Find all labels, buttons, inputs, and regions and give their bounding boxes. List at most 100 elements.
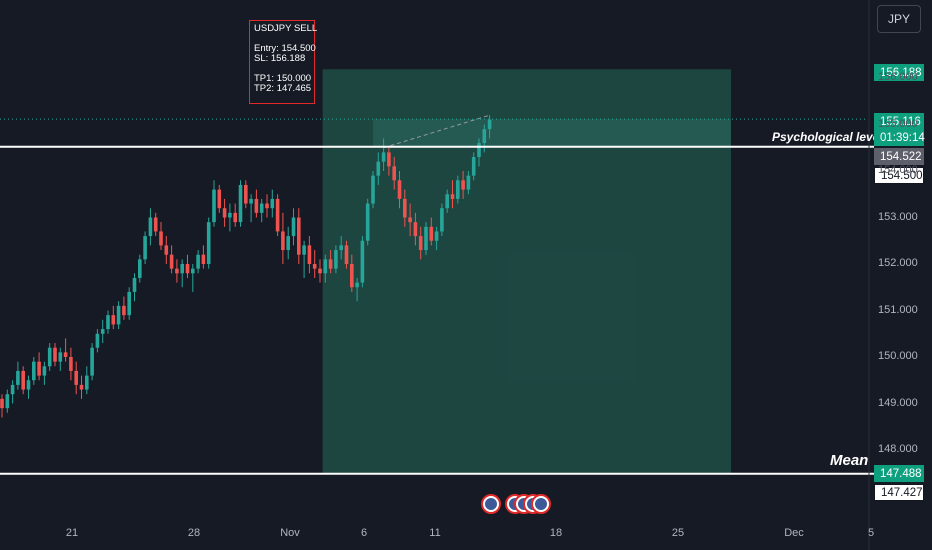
candle xyxy=(281,212,285,264)
candle-body xyxy=(90,347,94,376)
candle xyxy=(413,212,418,246)
candle-body xyxy=(387,152,391,167)
candle-body xyxy=(403,198,407,218)
candle xyxy=(487,115,492,139)
candle-body xyxy=(233,212,237,223)
candle-body xyxy=(259,203,264,213)
mean-label: Mean xyxy=(830,452,869,469)
candle-body xyxy=(47,347,52,367)
candle-body xyxy=(127,291,131,316)
trade-note: USDJPY SELL Entry: 154.500 SL: 156.188 T… xyxy=(249,20,318,104)
candle-body xyxy=(461,180,465,190)
trade-note-tp1: TP1: 150.000 xyxy=(254,72,312,84)
candle xyxy=(10,380,15,404)
candle xyxy=(365,198,370,246)
candle xyxy=(381,138,386,171)
candle-body xyxy=(312,264,317,269)
candle xyxy=(153,212,158,237)
candle xyxy=(148,208,153,246)
candle xyxy=(26,375,31,399)
candle xyxy=(95,329,100,353)
candle xyxy=(254,189,259,218)
candle-body xyxy=(175,268,179,274)
candle-body xyxy=(106,315,110,330)
candle xyxy=(85,366,89,395)
candle-body xyxy=(371,175,375,204)
candle xyxy=(228,203,232,232)
candle-body xyxy=(42,366,47,376)
candle xyxy=(387,147,391,176)
trade-note-title: USDJPY SELL xyxy=(254,23,318,34)
candle xyxy=(143,231,147,264)
candle-body xyxy=(164,245,169,255)
candle-body xyxy=(328,259,333,269)
price-tick-label: 148.000 xyxy=(878,443,918,455)
candle xyxy=(58,347,63,371)
candle-body xyxy=(297,217,301,255)
candle-body xyxy=(0,398,4,409)
candle xyxy=(350,254,354,292)
price-tick-label: 153.000 xyxy=(878,210,918,223)
candle-body xyxy=(381,152,386,162)
candle-body xyxy=(201,254,206,264)
candle-body xyxy=(63,352,68,357)
candle xyxy=(259,198,264,223)
candle-body xyxy=(85,375,89,390)
candle xyxy=(5,389,10,413)
candle xyxy=(74,361,78,395)
candle-body xyxy=(74,370,78,385)
price-tick-label: 151.000 xyxy=(878,303,918,316)
candle xyxy=(122,296,126,320)
candle-body xyxy=(244,184,248,204)
candle-body xyxy=(355,282,359,288)
candle-body xyxy=(456,180,460,199)
candle-body xyxy=(143,236,147,260)
candle xyxy=(238,180,243,227)
candle xyxy=(185,254,190,278)
candle-body xyxy=(148,217,153,237)
time-tick-label: Nov xyxy=(280,527,300,539)
currency-button[interactable]: JPY xyxy=(877,5,921,33)
candle-body xyxy=(159,231,163,246)
candle-body xyxy=(222,208,227,218)
candle-body xyxy=(212,189,216,223)
candle xyxy=(297,208,301,264)
candle xyxy=(471,152,476,181)
candle xyxy=(249,194,253,223)
candle xyxy=(212,180,216,227)
candle xyxy=(482,124,487,153)
candle-body xyxy=(180,264,184,274)
candle-body xyxy=(100,329,105,334)
psychological-level-badge: 154.522 xyxy=(874,148,924,165)
candle-body xyxy=(360,240,365,283)
candle-body xyxy=(397,180,402,199)
candle xyxy=(100,319,105,344)
candle xyxy=(403,189,407,227)
candle xyxy=(371,171,375,209)
candle xyxy=(477,138,481,167)
candle xyxy=(418,226,423,260)
candle-body xyxy=(32,361,36,381)
candle-body xyxy=(350,264,354,288)
candle-body xyxy=(270,198,275,209)
candle xyxy=(0,394,4,418)
candle xyxy=(180,259,184,288)
candle-body xyxy=(249,198,253,204)
candle-body xyxy=(169,254,174,269)
candle-body xyxy=(191,268,195,274)
candle xyxy=(318,259,322,283)
candle xyxy=(169,245,174,274)
time-tick-label: 18 xyxy=(549,527,563,539)
candle xyxy=(79,375,84,399)
candle xyxy=(328,250,333,274)
candle-body xyxy=(334,250,338,269)
candle-body xyxy=(466,175,471,190)
time-tick-label: Dec xyxy=(784,527,804,539)
candle xyxy=(16,361,20,390)
time-tick-label: 6 xyxy=(360,527,368,539)
candle xyxy=(206,217,211,269)
candle-body xyxy=(122,305,126,316)
candle xyxy=(434,226,439,251)
candle xyxy=(37,352,41,381)
